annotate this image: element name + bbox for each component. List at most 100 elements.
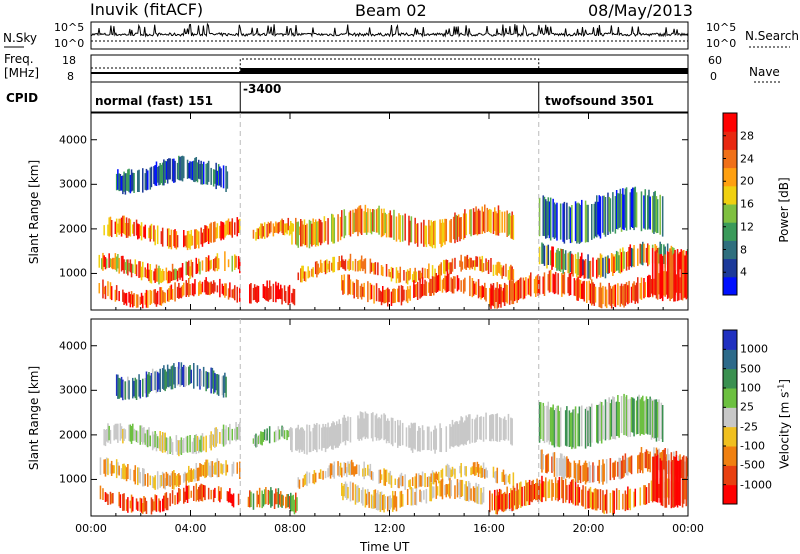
power-cell (379, 290, 382, 302)
power-cell (306, 223, 308, 248)
velocity-colorbar-swatch (723, 465, 737, 486)
power-cell (127, 169, 129, 191)
velocity-cell (635, 400, 638, 435)
velocity-cell (485, 412, 487, 440)
velocity-cell (107, 423, 109, 443)
power-cell (175, 269, 178, 280)
power-cell (321, 263, 323, 273)
velocity-cell (186, 485, 189, 503)
velocity-cell (105, 457, 108, 475)
velocity-cell (271, 490, 273, 507)
velocity-cell (450, 469, 452, 478)
velocity-cell (347, 487, 349, 499)
velocity-cell (147, 429, 149, 448)
power-cell (263, 286, 266, 300)
velocity-cell (176, 440, 179, 455)
velocity-cell (204, 462, 206, 479)
velocity-colorbar-swatch (723, 388, 737, 408)
power-cell (656, 252, 659, 300)
velocity-cell (455, 421, 457, 446)
velocity-cell (397, 419, 399, 448)
freq-label: Freq. (4, 52, 34, 66)
power-cell (337, 214, 339, 242)
velocity-cell (559, 407, 562, 447)
power-cell (403, 289, 405, 301)
power-cell (574, 201, 577, 242)
velocity-cell (105, 493, 108, 502)
velocity-cell (132, 377, 134, 399)
power-cell (385, 288, 388, 303)
velocity-cell (178, 362, 180, 385)
velocity-cell (562, 458, 564, 480)
power-cell (189, 284, 191, 296)
power-cell (367, 208, 369, 233)
velocity-cell (684, 461, 686, 478)
velocity-cell (625, 457, 628, 476)
power-cell (184, 235, 186, 246)
power-cell (408, 215, 410, 246)
power-cell (189, 266, 191, 279)
power-cell (292, 288, 295, 304)
power-cell (527, 278, 530, 295)
power-cell (145, 289, 148, 308)
power-cell (639, 283, 642, 299)
power-cell (587, 204, 589, 243)
power-cell (382, 286, 384, 303)
velocity-cell (423, 490, 425, 500)
velocity-cell (551, 407, 553, 446)
velocity-cell (475, 482, 477, 503)
velocity-cell (183, 487, 185, 504)
velocity-cell (540, 449, 542, 470)
power-cell (476, 256, 479, 267)
velocity-cell (155, 495, 158, 512)
velocity-colorbar-tick-label: 500 (740, 362, 761, 376)
velocity-cell (207, 372, 210, 388)
velocity-cell (368, 468, 370, 476)
velocity-cell (454, 485, 456, 499)
velocity-cell (643, 401, 645, 435)
power-cell (142, 295, 144, 309)
velocity-cell (414, 476, 416, 489)
velocity-cell (618, 490, 620, 510)
power-cell (439, 219, 441, 244)
power-cell (194, 229, 196, 249)
velocity-cell (628, 457, 630, 472)
power-cell (615, 250, 618, 271)
power-cell (656, 199, 659, 233)
power-cell (467, 259, 470, 268)
velocity-cell (454, 422, 456, 446)
power-cell (113, 257, 115, 269)
velocity-cell (145, 371, 148, 398)
power-cell (138, 169, 140, 192)
power-cell (591, 279, 593, 306)
power-cell (384, 289, 387, 304)
velocity-cell (406, 489, 409, 505)
power-cell (109, 282, 112, 300)
velocity-cell (445, 465, 448, 477)
power-cell (318, 218, 321, 243)
power-cell (266, 223, 268, 238)
velocity-cell (421, 471, 424, 486)
power-colorbar-swatch (723, 113, 737, 132)
velocity-cell (170, 438, 173, 453)
power-cell (319, 259, 322, 273)
power-cell (169, 285, 171, 300)
power-cell (224, 224, 226, 238)
power-cell (163, 271, 165, 281)
power-cell (395, 216, 398, 242)
power-cell (160, 287, 163, 306)
velocity-cell (390, 417, 393, 445)
velocity-cell (568, 461, 571, 479)
xtick-label: 16:00 (473, 522, 505, 535)
power-cell (610, 288, 613, 309)
power-cell (449, 262, 451, 275)
velocity-cell (597, 405, 599, 444)
velocity-cell (222, 375, 225, 398)
power-cell (546, 201, 548, 238)
velocity-cell (145, 500, 148, 514)
velocity-cell (399, 420, 402, 446)
velocity-cell (457, 424, 460, 447)
velocity-cell (288, 428, 291, 437)
velocity-cell (566, 406, 568, 447)
velocity-cell (380, 491, 383, 511)
